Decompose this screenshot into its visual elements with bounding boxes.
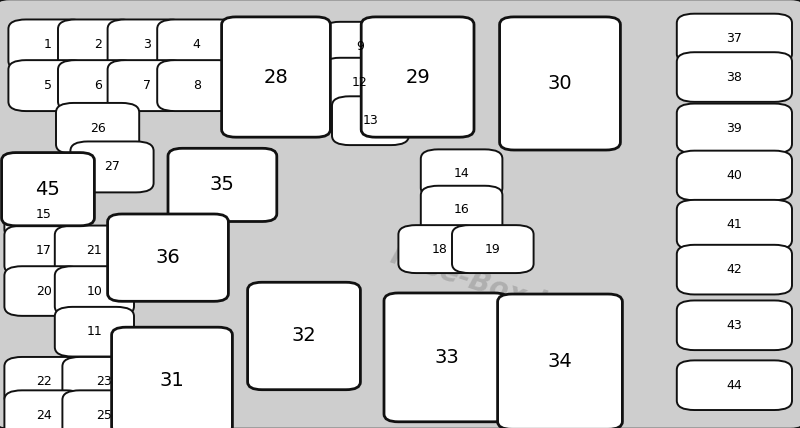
FancyBboxPatch shape xyxy=(384,293,509,422)
Text: 23: 23 xyxy=(96,375,112,388)
Text: 43: 43 xyxy=(726,319,742,332)
FancyBboxPatch shape xyxy=(158,20,237,71)
FancyBboxPatch shape xyxy=(332,96,409,145)
FancyBboxPatch shape xyxy=(322,58,398,107)
Text: 27: 27 xyxy=(104,160,120,173)
FancyBboxPatch shape xyxy=(107,20,187,71)
FancyBboxPatch shape xyxy=(9,60,88,111)
FancyBboxPatch shape xyxy=(70,141,154,193)
Text: 39: 39 xyxy=(726,122,742,135)
Text: 35: 35 xyxy=(210,175,235,194)
FancyBboxPatch shape xyxy=(112,327,232,428)
FancyBboxPatch shape xyxy=(222,17,330,137)
Text: 3: 3 xyxy=(143,39,151,51)
Text: 29: 29 xyxy=(406,68,430,86)
FancyBboxPatch shape xyxy=(62,390,146,428)
Text: 5: 5 xyxy=(44,79,52,92)
FancyBboxPatch shape xyxy=(677,52,792,102)
Text: 13: 13 xyxy=(362,114,378,127)
FancyBboxPatch shape xyxy=(5,390,84,428)
FancyBboxPatch shape xyxy=(58,20,138,71)
FancyBboxPatch shape xyxy=(677,104,792,153)
FancyBboxPatch shape xyxy=(398,225,480,273)
Text: 45: 45 xyxy=(35,180,61,199)
FancyBboxPatch shape xyxy=(421,186,502,234)
Text: 19: 19 xyxy=(485,243,501,256)
FancyBboxPatch shape xyxy=(677,245,792,294)
FancyBboxPatch shape xyxy=(322,22,398,71)
Text: 17: 17 xyxy=(36,244,52,257)
Text: 6: 6 xyxy=(94,79,102,92)
Text: 36: 36 xyxy=(156,248,180,267)
Text: 42: 42 xyxy=(726,263,742,276)
FancyBboxPatch shape xyxy=(54,266,134,316)
Text: 11: 11 xyxy=(86,325,102,338)
FancyBboxPatch shape xyxy=(5,266,84,316)
Text: 7: 7 xyxy=(143,79,151,92)
Text: 10: 10 xyxy=(86,285,102,297)
FancyBboxPatch shape xyxy=(421,149,502,197)
Text: 15: 15 xyxy=(36,208,52,220)
FancyBboxPatch shape xyxy=(9,20,88,71)
Text: 30: 30 xyxy=(548,74,572,93)
FancyBboxPatch shape xyxy=(499,17,621,150)
FancyBboxPatch shape xyxy=(62,357,146,407)
Text: 2: 2 xyxy=(94,39,102,51)
FancyBboxPatch shape xyxy=(58,60,138,111)
Text: 32: 32 xyxy=(292,327,316,345)
Text: 18: 18 xyxy=(431,243,447,256)
FancyBboxPatch shape xyxy=(107,214,229,301)
Text: 28: 28 xyxy=(264,68,288,86)
Text: 20: 20 xyxy=(36,285,52,297)
Text: 24: 24 xyxy=(36,409,52,422)
FancyBboxPatch shape xyxy=(362,17,474,137)
FancyBboxPatch shape xyxy=(168,149,277,222)
Text: 21: 21 xyxy=(86,244,102,257)
FancyBboxPatch shape xyxy=(5,189,84,239)
Text: 4: 4 xyxy=(193,39,201,51)
FancyBboxPatch shape xyxy=(498,294,622,428)
Text: 34: 34 xyxy=(548,352,572,371)
Text: 26: 26 xyxy=(90,122,106,135)
FancyBboxPatch shape xyxy=(56,103,139,154)
FancyBboxPatch shape xyxy=(248,282,361,389)
FancyBboxPatch shape xyxy=(158,60,237,111)
Text: 40: 40 xyxy=(726,169,742,182)
FancyBboxPatch shape xyxy=(677,200,792,250)
FancyBboxPatch shape xyxy=(677,300,792,350)
FancyBboxPatch shape xyxy=(2,153,94,226)
FancyBboxPatch shape xyxy=(5,357,84,407)
FancyBboxPatch shape xyxy=(54,307,134,357)
Text: 38: 38 xyxy=(726,71,742,83)
Text: 9: 9 xyxy=(356,40,364,53)
Text: 33: 33 xyxy=(434,348,458,367)
Text: 41: 41 xyxy=(726,218,742,231)
FancyBboxPatch shape xyxy=(452,225,534,273)
Text: Fuse-Box.info: Fuse-Box.info xyxy=(387,241,597,333)
Text: 25: 25 xyxy=(96,409,112,422)
FancyBboxPatch shape xyxy=(54,226,134,275)
FancyBboxPatch shape xyxy=(677,360,792,410)
FancyBboxPatch shape xyxy=(677,14,792,63)
Text: 14: 14 xyxy=(454,167,470,180)
FancyBboxPatch shape xyxy=(5,226,84,275)
Text: 37: 37 xyxy=(726,32,742,45)
FancyBboxPatch shape xyxy=(677,151,792,200)
Text: 31: 31 xyxy=(160,372,184,390)
Text: 8: 8 xyxy=(193,79,201,92)
Text: 12: 12 xyxy=(352,76,368,89)
Text: 22: 22 xyxy=(36,375,52,388)
Text: 44: 44 xyxy=(726,379,742,392)
Text: 16: 16 xyxy=(454,203,470,216)
FancyBboxPatch shape xyxy=(107,60,187,111)
Text: 1: 1 xyxy=(44,39,52,51)
